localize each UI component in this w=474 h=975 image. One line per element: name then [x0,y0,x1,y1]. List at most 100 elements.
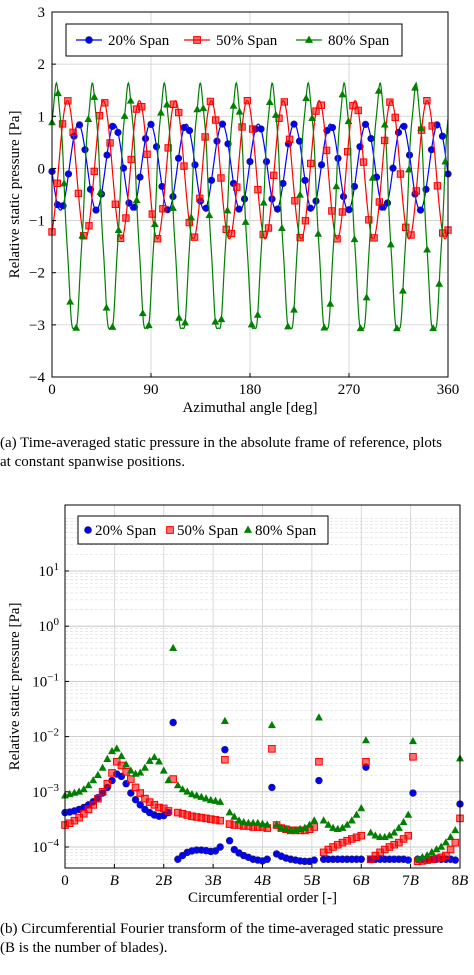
series-a-1-point-36 [238,123,246,131]
series-a-0-point-44 [290,120,298,128]
series-a-2-point-10 [108,322,117,330]
series-a-1-point-44 [280,98,289,106]
series-a-1-point-50 [312,107,320,115]
series-b-1-point-73 [404,831,413,840]
series-a-2-point-6 [84,115,93,123]
series-b-2-point-38 [239,817,248,826]
series-a-0-point-38 [257,125,265,133]
series-a-2-point-12 [120,111,129,119]
series-b-2-point-83 [451,825,460,834]
series-b-2-point-61 [347,816,356,824]
series-a-0-point-12 [114,128,122,137]
series-b-2-point-52 [305,820,314,828]
series-a-0-point-28 [202,204,210,212]
series-b-2-point-48 [286,825,295,834]
series-b-1-point-15 [131,783,140,792]
tick-b-y-label-0: 10−4 [32,837,59,856]
series-a-1-point-23 [169,100,178,108]
series-a-1-point-48 [301,217,310,225]
series-b-2-point-43 [263,820,272,828]
series-b-2-point-82 [446,832,455,841]
series-a-0-point-31 [218,120,227,128]
series-b-2-point-12 [117,751,126,760]
series-b-1-point-54 [315,757,323,766]
tick-b-y-label-3: 10−1 [32,671,59,690]
series-a-1-point-66 [396,170,405,178]
series-a-2-point-11 [114,226,123,234]
series-a-2-point-53 [368,173,377,181]
series-b-2-point-17 [140,763,149,771]
series-a-2-point-61 [417,124,425,132]
series-a-2-point-52 [362,293,371,301]
series-a-line-2 [51,81,449,330]
series-b-1-point-22 [164,807,173,815]
series-a-1-point-28 [196,194,204,203]
legend-b: 20% Span 50% Span 80% Span [77,515,329,545]
legend-b-marker-0 [84,526,92,534]
series-a-0-point-39 [262,157,271,166]
series-a-0-point-6 [81,146,89,154]
series-a-1-point-7 [85,222,93,230]
caption-a: (a) Time-averaged static pressure in the… [0,434,474,472]
series-a-1-point-12 [111,200,120,208]
series-b-2-point-39 [244,818,253,826]
series-a-1-point-68 [407,231,415,239]
series-a-1-point-17 [138,103,146,111]
series-b-2-point-24 [173,781,182,789]
series-b-2-point-40 [249,818,258,826]
series-a-1-point-42 [270,171,278,180]
series-a-1-point-32 [217,174,225,182]
tick-a-y-label-6: 2 [38,57,46,73]
series-a-1-point-63 [380,136,389,145]
series-b-2-point-64 [361,736,370,744]
tick-b-x-label-4: 4B [254,873,271,889]
series-b-1-point-74 [409,753,417,761]
series-a-2-point-26 [205,211,214,219]
series-b-2-point-14 [126,766,135,774]
series-a-2-point-22 [181,318,189,326]
caption-b-line2: (B is the number of blades). [0,940,168,956]
series-a-2-point-34 [253,310,262,318]
series-b-1-point-8 [98,788,107,796]
legend-a-marker-1 [193,36,201,44]
axis-b-xlabel: Circumferential order [-] [188,890,337,906]
series-a-0-point-64 [400,122,408,130]
series-b-2-point-30 [202,794,211,802]
series-a-2-point-60 [411,83,419,91]
series-b-2-point-19 [150,752,159,761]
series-b-0-point-35 [225,837,234,845]
series-a-0-point-57 [361,120,370,128]
series-a-2-point-58 [399,286,407,294]
series-a-2-point-1 [54,89,62,97]
series-b-0-point-44 [268,783,276,792]
series-a-2-point-51 [356,324,365,332]
series-a-0-point-67 [416,206,425,214]
series-b-0-point-73 [404,856,412,864]
tick-a-y-label-5: 1 [38,109,46,125]
series-b-2-point-5 [84,781,93,789]
series-a-2-point-27 [211,317,220,325]
series-b-0-point-15 [131,795,140,804]
series-a-1-point-1 [53,179,61,187]
legend-a-box [65,23,403,57]
tick-a-x-label-0: 0 [48,382,56,398]
series-a-2-point-40 [290,305,298,313]
series-a-2-point-18 [157,108,165,116]
series-a-1-point-60 [365,216,373,224]
series-b-0-point-23 [169,718,177,727]
series-a-0-point-36 [246,157,254,166]
series-a-1-point-31 [211,116,220,124]
legend-b-marker-2 [243,525,253,533]
series-a-1-point-14 [122,214,130,222]
series-b-2-point-62 [352,810,361,818]
series-a-1-point-9 [95,111,104,120]
tick-a-y-label-3: −1 [29,214,45,230]
series-a-2-point-36 [265,97,274,105]
series-b-1-point-10 [108,769,116,777]
legend-a-label-0: 20% Span [108,33,170,49]
series-b-2-point-46 [277,823,286,831]
series-a-2-point-23 [187,213,196,221]
series-a-2-point-7 [90,92,99,100]
series-a-2-point-57 [392,324,401,332]
series-a-1-point-47 [296,233,304,242]
